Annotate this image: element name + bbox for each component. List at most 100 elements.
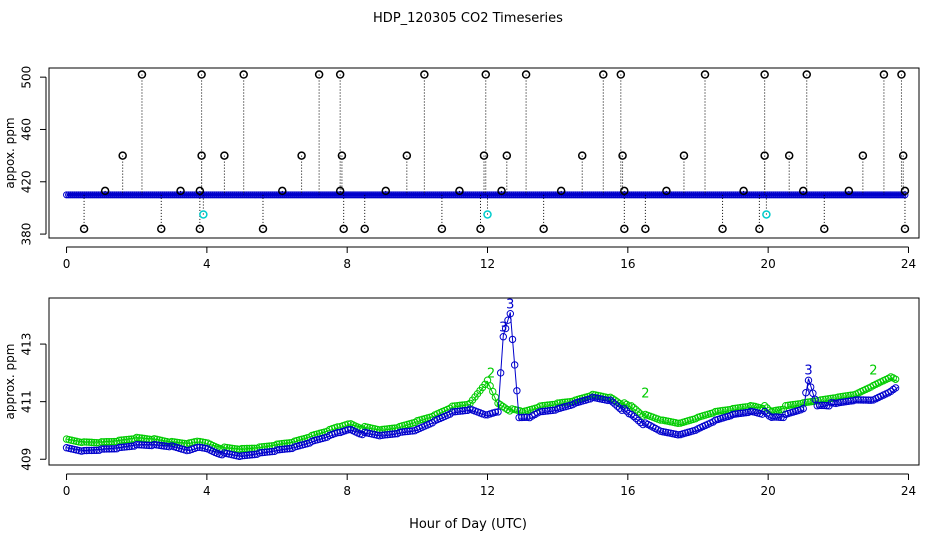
data-point — [120, 443, 128, 451]
data-point — [285, 444, 294, 453]
data-point — [781, 402, 790, 410]
data-point — [762, 210, 771, 219]
data-point — [265, 448, 274, 456]
data-point — [634, 408, 643, 416]
data-point — [784, 151, 794, 160]
data-point — [138, 441, 146, 449]
data-point — [760, 407, 769, 416]
data-point — [140, 441, 148, 449]
data-point — [729, 410, 737, 419]
data-point — [402, 151, 412, 160]
data-point — [268, 447, 276, 456]
data-point — [153, 441, 161, 449]
data-point — [504, 316, 512, 324]
data-point — [716, 407, 725, 415]
data-point — [92, 438, 101, 447]
data-point — [523, 413, 531, 421]
data-point — [383, 430, 391, 439]
data-point — [133, 440, 141, 449]
data-point — [428, 419, 437, 427]
data-point — [105, 437, 113, 446]
data-point — [386, 430, 394, 439]
data-point — [774, 406, 783, 414]
data-point — [135, 441, 143, 449]
top-panel: 0 4 8 12 16 20 24 380 420 460 500 appox. ppm — [3, 66, 920, 271]
data-point — [80, 446, 88, 455]
data-point — [837, 398, 845, 407]
y-axis-label: appox. ppm — [3, 117, 17, 188]
data-point — [839, 398, 848, 406]
data-point — [163, 442, 171, 451]
data-point — [195, 186, 205, 196]
data-point — [611, 400, 619, 408]
x-tick-label: 0 — [63, 257, 71, 271]
data-point — [102, 445, 111, 453]
data-point — [455, 186, 464, 196]
data-point — [102, 438, 111, 446]
data-point — [620, 224, 629, 234]
data-point — [481, 380, 489, 389]
data-point — [479, 151, 489, 160]
data-point — [358, 430, 367, 439]
data-point — [82, 446, 91, 455]
x-tick-label: 4 — [203, 484, 211, 498]
x-tick-label: 20 — [761, 257, 776, 271]
x-tick-label: 0 — [63, 484, 71, 498]
data-point — [847, 397, 855, 405]
data-point — [127, 442, 136, 450]
data-point — [453, 407, 462, 416]
data-point — [674, 419, 682, 427]
data-point — [772, 413, 781, 421]
data-point — [496, 369, 505, 377]
data-point — [858, 151, 868, 160]
data-point — [770, 413, 778, 421]
data-point — [662, 186, 671, 196]
data-point — [398, 428, 407, 436]
data-point — [314, 70, 324, 79]
data-point — [344, 426, 352, 434]
data-point — [250, 450, 259, 459]
x-tick-label: 24 — [901, 257, 916, 271]
data-point — [87, 446, 96, 455]
y-tick-label: 413 — [20, 333, 34, 356]
data-point — [599, 70, 608, 79]
data-point — [339, 224, 348, 234]
data-point — [763, 409, 771, 418]
data-point — [792, 400, 800, 408]
data-point — [92, 446, 101, 454]
data-point — [784, 401, 792, 410]
data-point — [461, 406, 469, 415]
data-point — [90, 438, 98, 447]
data-point — [608, 398, 617, 406]
data-point — [604, 393, 612, 402]
plot-frame — [48, 297, 920, 466]
data-point — [195, 224, 205, 234]
data-point — [97, 445, 106, 453]
data-point — [820, 224, 829, 234]
data-point — [150, 440, 158, 449]
data-point — [897, 70, 906, 79]
data-point — [521, 70, 531, 79]
y-tick-label: 500 — [20, 66, 34, 89]
data-point — [388, 430, 396, 438]
data-point — [844, 186, 854, 196]
data-point — [809, 397, 817, 406]
data-point — [381, 186, 391, 196]
data-point — [506, 310, 515, 318]
data-point — [143, 441, 151, 449]
data-point — [185, 439, 194, 447]
data-point — [616, 70, 626, 79]
data-point — [719, 406, 727, 415]
data-point — [802, 389, 810, 397]
data-point — [196, 437, 204, 446]
data-point — [789, 400, 797, 409]
data-point — [539, 224, 548, 234]
data-point — [891, 375, 900, 383]
series-marker-label: 2 — [641, 387, 649, 402]
data-point — [859, 396, 868, 404]
data-point — [79, 224, 89, 234]
data-point — [476, 224, 485, 234]
x-tick-label: 12 — [480, 257, 495, 271]
